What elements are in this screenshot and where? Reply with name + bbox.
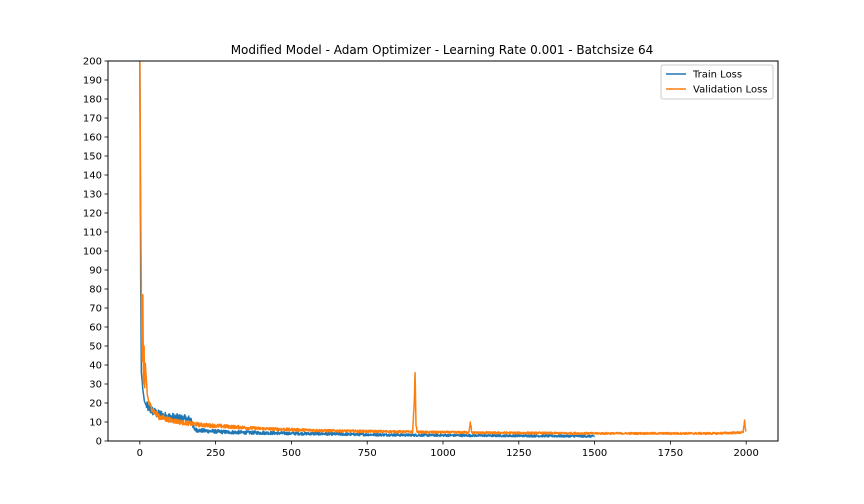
y-tick-label: 50: [89, 342, 102, 353]
y-tick-label: 100: [83, 247, 102, 258]
legend-label: Train Loss: [692, 70, 742, 81]
x-tick-label: 500: [282, 448, 301, 459]
series-line-validation-loss: [139, 61, 747, 436]
y-tick-label: 110: [83, 228, 102, 239]
y-tick-label: 60: [89, 323, 102, 334]
y-tick-label: 150: [83, 152, 102, 163]
y-tick-label: 30: [89, 380, 102, 391]
legend: Train Loss Validation Loss: [660, 64, 774, 100]
y-axis: 0 10 20 30 40 50 60 70 80 90 100 110 120 130 140 150 160…: [83, 57, 108, 448]
y-tick-label: 170: [83, 114, 102, 125]
x-axis: 0 250 500 750 1000 1250 1500 1750 2000: [137, 441, 759, 459]
y-tick-label: 20: [89, 399, 102, 410]
y-tick-label: 10: [89, 418, 102, 429]
plot-area: [139, 61, 747, 438]
y-tick-label: 140: [83, 171, 102, 182]
legend-box: [660, 64, 774, 100]
chart-title: Modified Model - Adam Optimizer - Learni…: [231, 43, 654, 57]
x-tick-label: 1500: [582, 448, 607, 459]
x-tick-label: 1000: [430, 448, 455, 459]
y-tick-label: 190: [83, 76, 102, 87]
y-tick-label: 80: [89, 285, 102, 296]
y-tick-label: 130: [83, 190, 102, 201]
legend-label: Validation Loss: [693, 85, 768, 96]
x-tick-label: 1750: [658, 448, 683, 459]
y-tick-label: 90: [89, 266, 102, 277]
y-tick-label: 160: [83, 133, 102, 144]
y-tick-label: 0: [96, 437, 102, 448]
y-tick-label: 70: [89, 304, 102, 315]
y-tick-label: 120: [83, 209, 102, 220]
x-tick-label: 250: [206, 448, 225, 459]
series-line-train-loss: [139, 61, 596, 438]
y-tick-label: 200: [83, 57, 102, 68]
x-tick-label: 1250: [506, 448, 531, 459]
x-tick-label: 0: [137, 448, 143, 459]
x-tick-label: 2000: [733, 448, 758, 459]
x-tick-label: 750: [358, 448, 377, 459]
y-tick-label: 180: [83, 95, 102, 106]
y-tick-label: 40: [89, 361, 102, 372]
